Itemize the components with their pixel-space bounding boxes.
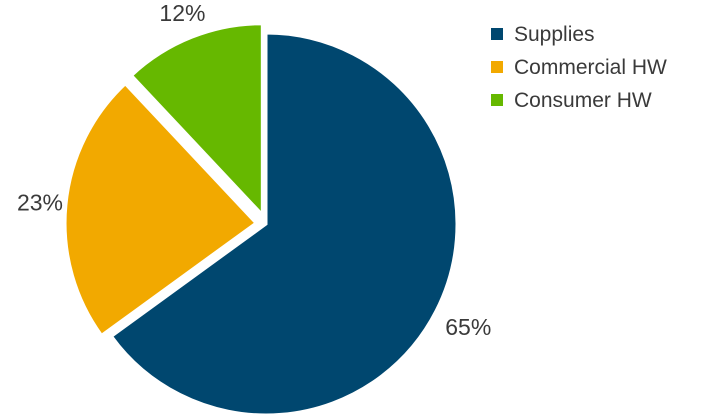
pie-slice-supplies	[109, 31, 459, 415]
legend-label: Consumer HW	[514, 89, 652, 112]
pie-slice-consumer-hw	[129, 22, 264, 219]
pie-slice-label: 12%	[159, 0, 205, 26]
legend-swatch	[491, 61, 503, 73]
legend-label: Commercial HW	[514, 56, 667, 79]
legend-swatch	[491, 28, 503, 40]
legend: Supplies Commercial HW Consumer HW	[491, 23, 667, 112]
pie-slice-labels: 65% 23% 12%	[17, 0, 491, 340]
pie-slice-commercial-hw	[63, 81, 259, 338]
pie-slice-label: 65%	[445, 314, 491, 340]
pie-slice-label: 23%	[17, 190, 63, 216]
legend-label: Supplies	[514, 23, 595, 46]
pie-slices	[63, 22, 459, 415]
legend-swatch	[491, 94, 503, 106]
